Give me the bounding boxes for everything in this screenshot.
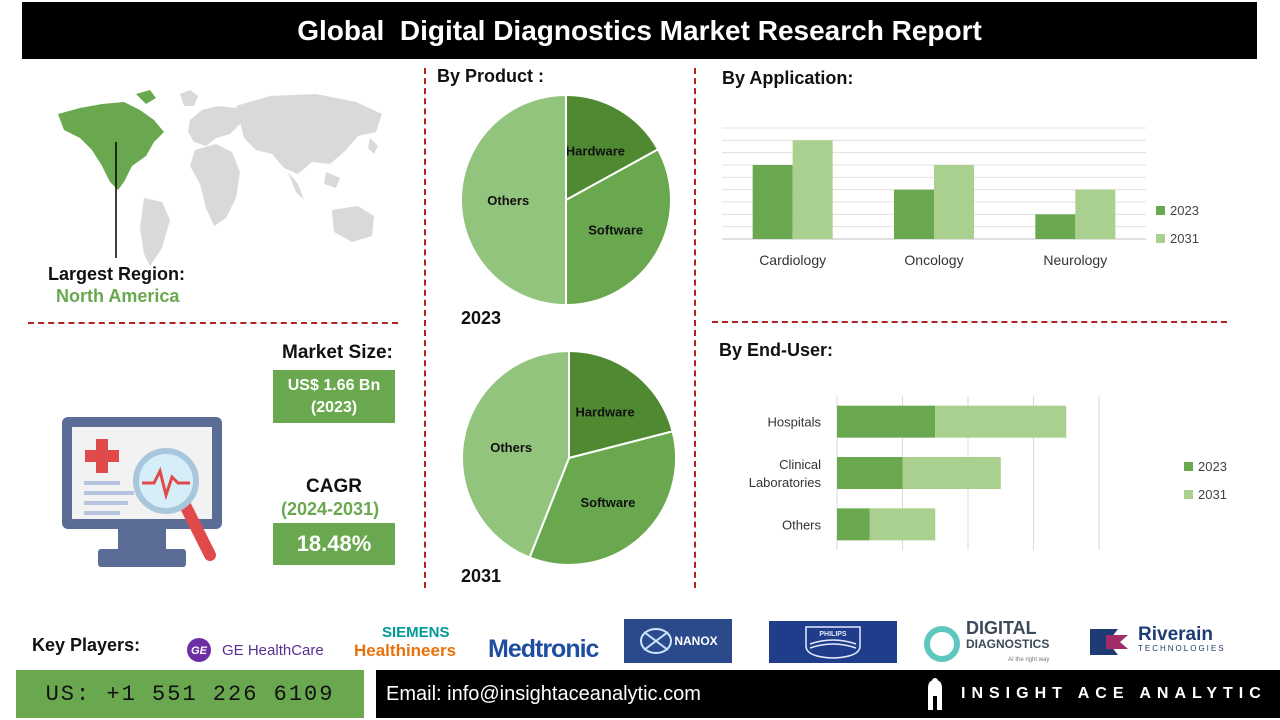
nanox-logo: NANOX	[624, 619, 732, 663]
digital-diagnostics-ring-icon	[924, 626, 960, 662]
app-category-label: Neurology	[1043, 252, 1107, 268]
app-bar-oncology-2031	[934, 165, 974, 239]
page-title: Global Digital Diagnostics Market Resear…	[22, 2, 1257, 59]
market-size-label: Market Size:	[282, 342, 393, 363]
pie-2031-title: 2031	[461, 566, 502, 586]
insight-ace-logo-icon	[928, 678, 942, 710]
eu-bar-segment-2031	[935, 405, 1067, 438]
divider-application	[712, 321, 1227, 323]
philips-logo: PHILIPS	[769, 621, 897, 663]
riverain-arrow-icon	[1090, 629, 1128, 655]
cagr-period: (2024-2031)	[281, 499, 380, 519]
diagnostics-name: DIAGNOSTICS	[966, 637, 1050, 651]
largest-region-label: Largest Region:	[48, 264, 186, 284]
app-bar-neurology-2031	[1075, 189, 1116, 239]
divider-right	[694, 68, 696, 588]
pie-slice-software	[565, 148, 672, 307]
eu-legend-swatch	[1184, 490, 1193, 499]
divider-left	[424, 68, 426, 588]
digital-tagline: AI the right way	[1007, 657, 1050, 663]
siemens-healthineers-logo: SIEMENS Healthineers	[354, 624, 456, 661]
eu-bar-segment-2023	[837, 508, 870, 541]
pie-slice-label: Others	[490, 440, 532, 455]
diagnostic-monitor-icon	[62, 417, 222, 567]
medtronic-name: Medtronic	[488, 634, 599, 663]
pie-slice-label: Others	[487, 193, 529, 208]
pie-slice-others	[460, 93, 567, 307]
cagr-value: 18.48%	[273, 523, 395, 565]
app-bar-oncology-2023	[894, 189, 934, 239]
eu-legend-label: 2031	[1198, 487, 1227, 502]
digital-diagnostics-logo: DIGITAL DIAGNOSTICS AI the right way	[922, 618, 1050, 668]
riverain-name: Riverain	[1138, 624, 1213, 645]
philips-shield-icon: PHILIPS	[805, 626, 861, 659]
app-bar-neurology-2023	[1035, 214, 1076, 239]
pie-slice-hardware	[565, 93, 660, 202]
app-bar-cardiology-2031	[792, 140, 833, 239]
nanox-emblem-icon	[640, 628, 673, 654]
riverain-sub: TECHNOLOGIES	[1138, 644, 1226, 653]
pie-slice-label: Hardware	[566, 143, 625, 158]
enduser-heading: By End-User:	[719, 340, 834, 360]
pie-chart-2031: Hardware Software Others	[461, 349, 677, 566]
pie-chart-2023: Hardware Software Others	[460, 93, 672, 307]
pie-slice-label: Software	[580, 495, 635, 510]
app-category-label: Cardiology	[759, 252, 826, 268]
ge-healthcare-logo: GE GE HealthCare	[182, 636, 324, 664]
pie-slice-others	[461, 349, 570, 559]
pie-slice-software	[528, 430, 677, 566]
enduser-bar-chart: Hospitals Clinical Laboratories Others 2023…	[749, 396, 1227, 550]
largest-region-value: North America	[56, 286, 180, 306]
eu-bar-segment-2031	[869, 508, 936, 541]
footer-brand: INSIGHT ACE ANALYTIC	[961, 685, 1267, 702]
world-map	[58, 90, 382, 266]
key-players-label: Key Players:	[32, 635, 141, 655]
eu-bar-segment-2031	[902, 457, 1001, 489]
footer-email: Email: info@insightaceanalytic.com	[386, 682, 701, 705]
app-legend-label: 2023	[1170, 203, 1199, 218]
ge-monogram-icon: GE	[187, 638, 211, 662]
product-heading: By Product :	[437, 66, 545, 86]
svg-text:GE: GE	[191, 645, 208, 657]
cagr-label: CAGR	[306, 476, 362, 497]
app-category-label: Oncology	[904, 252, 963, 268]
app-bar-cardiology-2023	[752, 165, 793, 239]
eu-bar-segment-2023	[837, 457, 903, 489]
app-legend-label: 2031	[1170, 231, 1199, 246]
eu-category-label: Clinical Laboratories	[749, 457, 822, 490]
app-legend-swatch	[1156, 234, 1165, 243]
ge-healthcare-name: GE HealthCare	[222, 641, 324, 659]
footer-bar: Email: info@insightaceanalytic.com INSIG…	[376, 670, 1280, 718]
medtronic-logo: Medtronic	[488, 632, 599, 666]
application-bar-chart: Cardiology Oncology Neurology 2023 2031	[722, 127, 1199, 268]
footer-phone: US: +1 551 226 6109	[16, 670, 364, 718]
market-size-year: (2023)	[310, 398, 358, 416]
eu-category-label: Others	[782, 517, 822, 532]
nanox-name: NANOX	[674, 634, 718, 648]
digital-name: DIGITAL	[966, 618, 1037, 638]
market-size-value-box: US$ 1.66 Bn (2023)	[273, 370, 395, 423]
eu-category-label: Hospitals	[768, 415, 822, 430]
eu-legend-swatch	[1184, 462, 1193, 471]
eu-bar-segment-2023	[837, 405, 936, 438]
healthineers-name: Healthineers	[354, 641, 457, 660]
market-size-value: US$ 1.66 Bn	[287, 376, 381, 394]
riverain-logo: Riverain TECHNOLOGIES	[1088, 624, 1226, 660]
divider-region	[28, 322, 398, 324]
app-legend-swatch	[1156, 206, 1165, 215]
siemens-name: SIEMENS	[382, 624, 450, 641]
pie-slice-label: Software	[588, 222, 643, 237]
pie-2023-title: 2023	[461, 308, 502, 328]
application-heading: By Application:	[722, 68, 854, 88]
eu-legend-label: 2023	[1198, 459, 1227, 474]
pie-slice-hardware	[568, 349, 674, 460]
pie-slice-label: Hardware	[575, 404, 634, 419]
philips-name: PHILIPS	[819, 631, 847, 638]
